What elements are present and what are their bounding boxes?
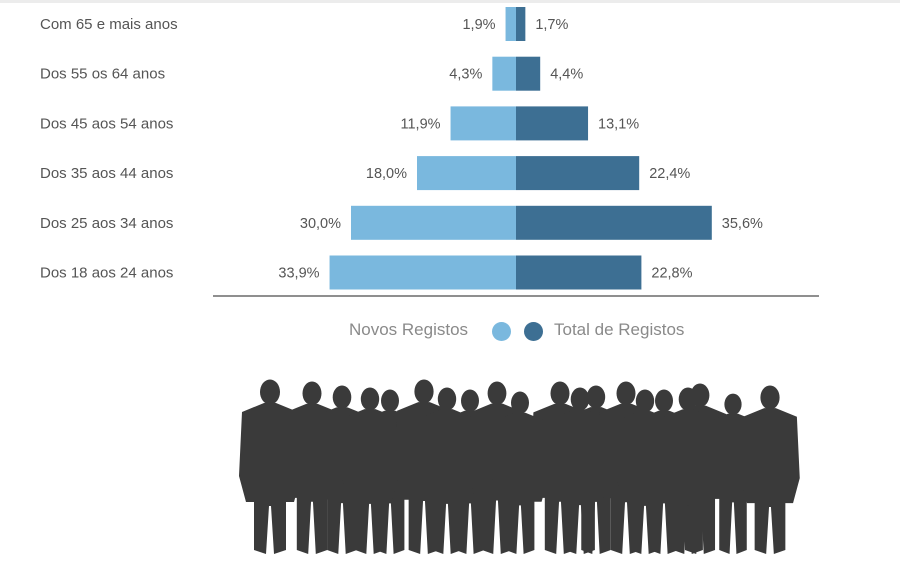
person-silhouette: [492, 391, 548, 554]
category-label-dos-35-aos-44-anos: Dos 35 aos 44 anos: [40, 165, 173, 182]
value-label-total-de-registos-dos-45-aos-54-anos: 13,1%: [598, 116, 639, 132]
value-label-total-de-registos-dos-35-aos-44-anos: 22,4%: [649, 166, 690, 182]
person-silhouette: [418, 387, 476, 554]
bar-novos-registos-com-65-e-mais-anos: [505, 7, 516, 41]
value-label-novos-registos-dos-25-aos-34-anos: 30,0%: [300, 216, 341, 232]
bar-novos-registos-dos-18-aos-24-anos: [329, 255, 516, 290]
value-label-novos-registos-dos-55-os-64-anos: 4,3%: [449, 67, 482, 83]
category-label-dos-25-aos-34-anos: Dos 25 aos 34 anos: [40, 215, 173, 232]
legend-label-novos-registos: Novos Registos: [349, 320, 469, 339]
bar-total-de-registos-com-65-e-mais-anos: [516, 7, 526, 41]
category-label-dos-55-os-64-anos: Dos 55 os 64 anos: [40, 66, 165, 83]
population-pyramid-chart: Com 65 e mais anos 1,9% 1,7% Dos 55 os 64 a…: [40, 7, 819, 297]
legend-label-total-de-registos: Total de Registos: [554, 320, 685, 339]
person-silhouette: [239, 379, 301, 554]
bar-novos-registos-dos-35-aos-44-anos: [417, 156, 516, 191]
crowd-silhouette-icon: [239, 379, 800, 554]
bar-novos-registos-dos-55-os-64-anos: [492, 56, 516, 91]
value-label-novos-registos-dos-18-aos-24-anos: 33,9%: [278, 266, 319, 282]
legend-dot-total-de-registos: [524, 322, 543, 341]
value-label-novos-registos-dos-35-aos-44-anos: 18,0%: [366, 166, 407, 182]
person-silhouette: [659, 387, 717, 554]
person-silhouette: [341, 387, 399, 554]
top-divider: [0, 0, 900, 3]
person-silhouette: [740, 385, 800, 554]
value-label-total-de-registos-dos-18-aos-24-anos: 22,8%: [651, 266, 692, 282]
person-silhouette: [551, 387, 609, 554]
category-label-dos-18-aos-24-anos: Dos 18 aos 24 anos: [40, 265, 173, 282]
bar-total-de-registos-dos-45-aos-54-anos: [516, 106, 589, 141]
value-label-novos-registos-dos-45-aos-54-anos: 11,9%: [401, 116, 441, 132]
bar-novos-registos-dos-45-aos-54-anos: [450, 106, 516, 141]
bar-total-de-registos-dos-18-aos-24-anos: [516, 255, 642, 290]
value-label-total-de-registos-dos-55-os-64-anos: 4,4%: [550, 67, 583, 83]
legend-dot-novos-registos: [492, 322, 511, 341]
bar-total-de-registos-dos-35-aos-44-anos: [516, 156, 640, 191]
chart-legend: Novos Registos Total de Registos: [0, 316, 900, 346]
value-label-total-de-registos-dos-25-aos-34-anos: 35,6%: [722, 216, 763, 232]
value-label-novos-registos-com-65-e-mais-anos: 1,9%: [462, 17, 495, 33]
bar-total-de-registos-dos-55-os-64-anos: [516, 56, 541, 91]
value-label-total-de-registos-com-65-e-mais-anos: 1,7%: [535, 17, 568, 33]
bar-total-de-registos-dos-25-aos-34-anos: [516, 205, 712, 240]
category-label-com-65-e-mais-anos: Com 65 e mais anos: [40, 16, 178, 33]
category-label-dos-45-aos-54-anos: Dos 45 aos 54 anos: [40, 115, 173, 132]
person-silhouette: [616, 389, 674, 554]
bar-novos-registos-dos-25-aos-34-anos: [351, 205, 516, 240]
